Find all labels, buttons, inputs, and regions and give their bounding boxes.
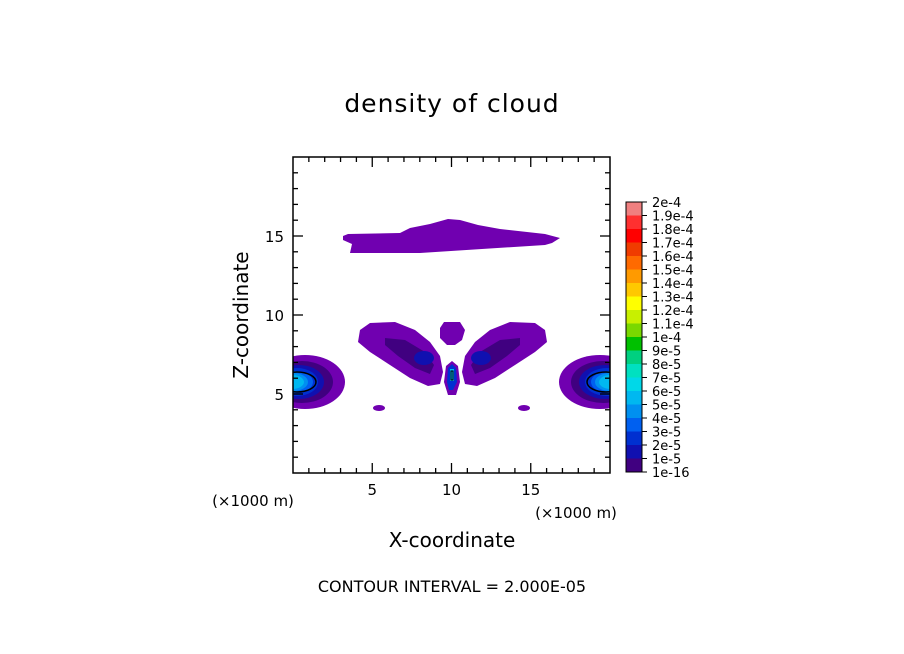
colorbar-label: 3e-5 — [652, 426, 681, 441]
axis-tick-labels: 5 10 15 5 10 15 — [265, 228, 540, 499]
left-speck — [373, 405, 385, 411]
colorbar: 2e-41.9e-41.8e-41.7e-41.6e-41.5e-41.4e-4… — [625, 196, 694, 481]
right-boundary-core — [559, 355, 610, 409]
colorbar-band — [626, 283, 642, 297]
x-unit-label: (×1000 m) — [212, 492, 294, 510]
colorbar-band — [626, 458, 642, 473]
contour-fields — [293, 219, 610, 411]
x-tick-label: 15 — [521, 481, 540, 499]
right-speck — [518, 405, 530, 411]
colorbar-band — [626, 377, 642, 392]
right-mid-lobe — [462, 322, 547, 386]
upper-cloud-band — [343, 219, 560, 253]
colorbar-label: 1.7e-4 — [652, 237, 694, 252]
colorbar-label: 8e-5 — [652, 358, 681, 373]
colorbar-label: 1.6e-4 — [652, 250, 694, 265]
colorbar-band — [626, 418, 642, 432]
y-axis-label: Z-coordinate — [229, 251, 253, 378]
colorbar-label: 9e-5 — [652, 345, 681, 360]
colorbar-band — [626, 229, 642, 243]
colorbar-band — [626, 431, 642, 446]
colorbar-label: 7e-5 — [652, 372, 681, 387]
x-axis-label: X-coordinate — [389, 528, 516, 552]
colorbar-label: 5e-5 — [652, 399, 681, 414]
colorbar-label: 1.9e-4 — [652, 210, 694, 225]
colorbar-label: 6e-5 — [652, 385, 681, 400]
left-mid-lobe — [358, 322, 443, 386]
colorbar-band — [626, 391, 642, 405]
y-unit-label: (×1000 m) — [535, 504, 617, 522]
colorbar-band — [626, 310, 642, 324]
colorbar-band — [626, 202, 642, 216]
colorbar-label: 1.2e-4 — [652, 304, 694, 319]
colorbar-label: 1.8e-4 — [652, 223, 694, 238]
colorbar-label: 1e-16 — [652, 466, 690, 481]
central-column — [444, 361, 460, 395]
colorbar-label: 1.5e-4 — [652, 264, 694, 279]
colorbar-band — [626, 256, 642, 270]
colorbar-band — [626, 269, 642, 284]
colorbar-label: 2e-5 — [652, 439, 681, 454]
plot-frame — [292, 156, 611, 474]
axis-ticks — [293, 157, 610, 473]
colorbar-label: 1.3e-4 — [652, 291, 694, 306]
y-tick-label: 5 — [274, 386, 284, 404]
colorbar-band — [626, 296, 642, 311]
central-top-blob — [440, 322, 465, 345]
colorbar-band — [626, 445, 642, 459]
left-boundary-core — [293, 355, 345, 409]
contour-interval-footer: CONTOUR INTERVAL = 2.000E-05 — [318, 577, 586, 596]
y-tick-label: 15 — [265, 228, 284, 246]
colorbar-band — [626, 215, 642, 230]
colorbar-band — [626, 404, 642, 419]
x-tick-label: 5 — [367, 481, 377, 499]
y-tick-label: 10 — [265, 307, 284, 325]
colorbar-label: 1.4e-4 — [652, 277, 694, 292]
colorbar-label: 1.1e-4 — [652, 318, 694, 333]
colorbar-label: 2e-4 — [652, 196, 681, 211]
x-tick-label: 10 — [442, 481, 461, 499]
colorbar-band — [626, 350, 642, 365]
chart-title: density of cloud — [344, 89, 559, 118]
colorbar-band — [626, 242, 642, 257]
colorbar-band — [626, 337, 642, 351]
colorbar-label: 4e-5 — [652, 412, 681, 427]
colorbar-band — [626, 364, 642, 378]
colorbar-label: 1e-5 — [652, 453, 681, 468]
colorbar-label: 1e-4 — [652, 331, 681, 346]
colorbar-band — [626, 323, 642, 338]
